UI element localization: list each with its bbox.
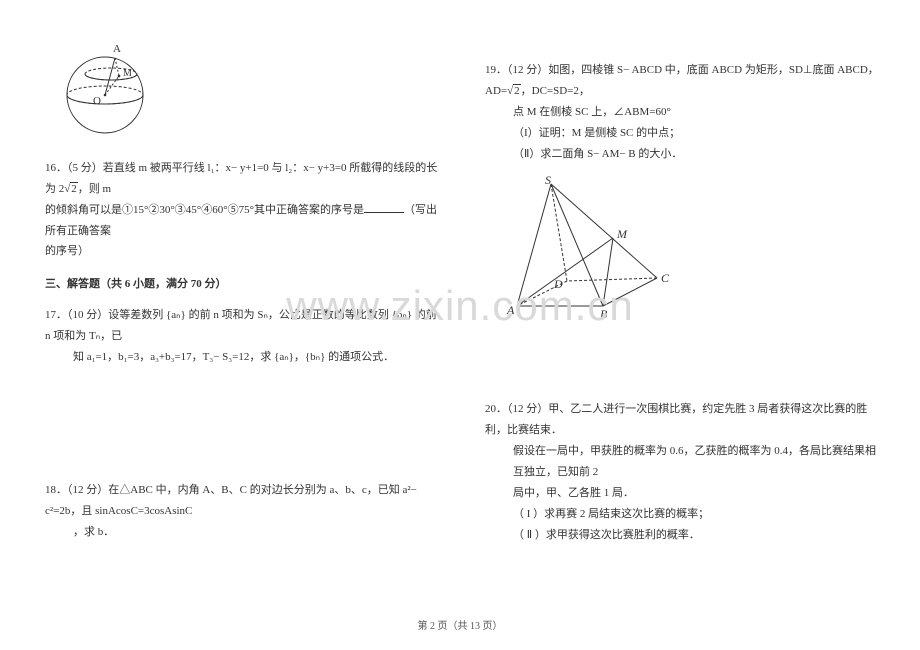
sphere-diagram: A M O bbox=[55, 20, 440, 148]
section-3-title: 三、解答题（共 6 小题，满分 70 分） bbox=[45, 274, 440, 295]
pyramid-diagram: S A B C D M bbox=[505, 176, 880, 329]
label-S: S bbox=[545, 176, 551, 187]
label-C: C bbox=[661, 271, 670, 285]
sphere-svg: A M O bbox=[55, 20, 165, 140]
label-D: D bbox=[553, 277, 563, 291]
q17-line2: 知 a₁=1，b₁=3，a₃+b₃=17，T₃− S₃=12，求 {aₙ}，{b… bbox=[45, 347, 440, 368]
q19-line4: （Ⅱ）求二面角 S− AM− B 的大小． bbox=[485, 144, 880, 165]
q18-line2: ，求 b． bbox=[45, 522, 440, 543]
question-19: 19．（12 分）如图，四棱锥 S− ABCD 中，底面 ABCD 为矩形，SD… bbox=[485, 60, 880, 164]
q19-line1b: ，DC=SD=2， bbox=[521, 85, 590, 97]
pyramid-svg: S A B C D M bbox=[505, 176, 675, 321]
question-18: 18．（12 分）在△ABC 中，内角 A、B、C 的对边长分别为 a、b、c，… bbox=[45, 480, 440, 543]
q16-line2: 的倾斜角可以是①15°②30°③45°④60°⑤75°其中正确答案的序号是 bbox=[45, 204, 364, 216]
left-column: A M O 16．（5 分）若直线 m 被两平行线 l₁：x− y+1=0 与 … bbox=[0, 0, 460, 650]
q20-line5: （ Ⅱ ）求甲获得这次比赛胜利的概率． bbox=[485, 525, 880, 546]
label-M: M bbox=[123, 68, 132, 79]
q20-line1: 20．（12 分）甲、乙二人进行一次围棋比赛，约定先胜 3 局者获得这次比赛的胜… bbox=[485, 403, 867, 436]
q20-line2: 假设在一局中，甲获胜的概率为 0.6，乙获胜的概率为 0.4，各局比赛结果相互独… bbox=[485, 441, 880, 483]
label-M: M bbox=[616, 227, 628, 241]
answer-blank bbox=[364, 202, 404, 213]
page-container: A M O 16．（5 分）若直线 m 被两平行线 l₁：x− y+1=0 与 … bbox=[0, 0, 920, 650]
right-column: 19．（12 分）如图，四棱锥 S− ABCD 中，底面 ABCD 为矩形，SD… bbox=[460, 0, 920, 650]
q20-line3: 局中，甲、乙各胜 1 局． bbox=[485, 483, 880, 504]
q16-line1b: ，则 m bbox=[78, 183, 111, 195]
sqrt-icon: 2 bbox=[507, 81, 521, 102]
question-16: 16．（5 分）若直线 m 被两平行线 l₁：x− y+1=0 与 l₂：x− … bbox=[45, 158, 440, 262]
question-17: 17．（10 分）设等差数列 {aₙ} 的前 n 项和为 Sₙ，公比是正数的等比… bbox=[45, 305, 440, 368]
label-B: B bbox=[600, 307, 608, 321]
label-A: A bbox=[113, 43, 121, 55]
q19-line2: 点 M 在侧棱 SC 上，∠ABM=60° bbox=[485, 102, 880, 123]
q20-line4: （ I ）求再赛 2 局结束这次比赛的概率； bbox=[485, 504, 880, 525]
spacer bbox=[45, 380, 440, 480]
label-O: O bbox=[93, 95, 101, 107]
q19-line3: （I）证明：M 是侧棱 SC 的中点； bbox=[485, 123, 880, 144]
label-A: A bbox=[506, 303, 515, 317]
question-20: 20．（12 分）甲、乙二人进行一次围棋比赛，约定先胜 3 局者获得这次比赛的胜… bbox=[485, 399, 880, 545]
q18-line1: 18．（12 分）在△ABC 中，内角 A、B、C 的对边长分别为 a、b、c，… bbox=[45, 484, 417, 517]
page-footer: 第 2 页（共 13 页） bbox=[0, 617, 920, 632]
q17-line1: 17．（10 分）设等差数列 {aₙ} 的前 n 项和为 Sₙ，公比是正数的等比… bbox=[45, 309, 437, 342]
sqrt-icon: 2 bbox=[64, 179, 78, 200]
spacer bbox=[485, 339, 880, 399]
q16-line3: 的序号） bbox=[45, 245, 89, 257]
